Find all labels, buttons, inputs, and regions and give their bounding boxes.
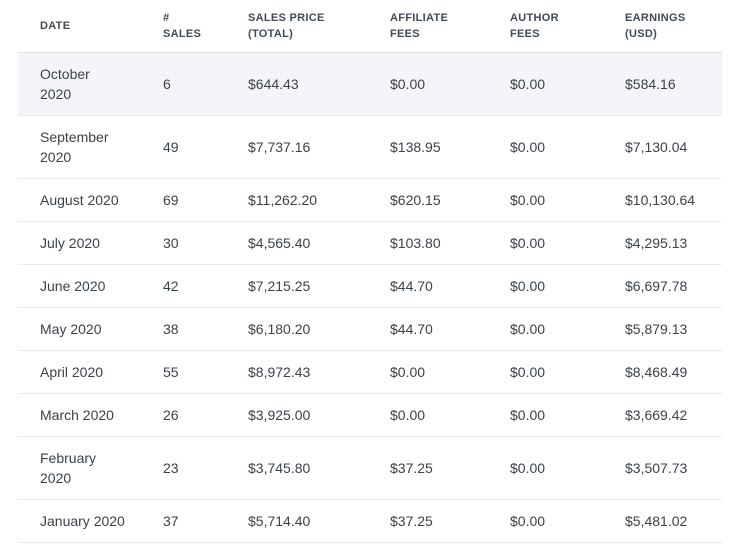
cell-sales: 42	[143, 264, 228, 308]
cell-date: August 2020	[18, 178, 143, 222]
cell-sales_price: $8,972.43	[228, 350, 370, 394]
cell-date: October 2020	[18, 52, 143, 116]
cell-sales: 55	[143, 350, 228, 394]
table-row: September 2020 49 $7,737.16 $138.95 $0.00 $7,…	[18, 115, 722, 179]
column-header-sales: # SALES	[143, 0, 228, 53]
table-row: January 2020 37 $5,714.40 $37.25 $0.00 $5,481…	[18, 499, 722, 543]
cell-date: September 2020	[18, 115, 143, 179]
table-header-row: DATE # SALES SALES PRICE (TOTAL) AFFILIATE …	[18, 0, 722, 53]
column-header-sales_price: SALES PRICE (TOTAL)	[228, 0, 370, 53]
cell-earnings: $3,507.73	[605, 436, 722, 500]
cell-sales: 30	[143, 221, 228, 265]
cell-author_fees: $0.00	[490, 436, 605, 500]
table-row: February 2020 23 $3,745.80 $37.25 $0.00 $3,50…	[18, 436, 722, 500]
cell-earnings: $584.16	[605, 52, 722, 116]
cell-sales_price: $7,215.25	[228, 264, 370, 308]
cell-affiliate_fees: $0.00	[370, 350, 490, 394]
cell-affiliate_fees: $138.95	[370, 115, 490, 179]
cell-sales: 23	[143, 436, 228, 500]
column-header-author_fees: AUTHOR FEES	[490, 0, 605, 53]
column-header-affiliate_fees: AFFILIATE FEES	[370, 0, 490, 53]
cell-affiliate_fees: $620.15	[370, 178, 490, 222]
cell-author_fees: $0.00	[490, 499, 605, 543]
monthly-sales-table: DATE # SALES SALES PRICE (TOTAL) AFFILIATE …	[18, 0, 722, 543]
cell-sales: 69	[143, 178, 228, 222]
cell-earnings: $10,130.64	[605, 178, 722, 222]
cell-earnings: $7,130.04	[605, 115, 722, 179]
cell-affiliate_fees: $37.25	[370, 499, 490, 543]
cell-date: February 2020	[18, 436, 143, 500]
cell-sales_price: $4,565.40	[228, 221, 370, 265]
table-row: October 2020 6 $644.43 $0.00 $0.00 $584.16	[18, 52, 722, 116]
cell-sales_price: $7,737.16	[228, 115, 370, 179]
cell-author_fees: $0.00	[490, 115, 605, 179]
cell-date: January 2020	[18, 499, 143, 543]
cell-sales: 37	[143, 499, 228, 543]
table-row: March 2020 26 $3,925.00 $0.00 $0.00 $3,669.42	[18, 393, 722, 437]
cell-date: May 2020	[18, 307, 143, 351]
cell-author_fees: $0.00	[490, 221, 605, 265]
column-header-earnings: EARNINGS (USD)	[605, 0, 722, 53]
cell-author_fees: $0.00	[490, 52, 605, 116]
cell-author_fees: $0.00	[490, 178, 605, 222]
cell-affiliate_fees: $0.00	[370, 393, 490, 437]
cell-author_fees: $0.00	[490, 393, 605, 437]
column-header-date: DATE	[18, 0, 143, 53]
cell-sales: 38	[143, 307, 228, 351]
cell-sales_price: $5,714.40	[228, 499, 370, 543]
cell-earnings: $5,481.02	[605, 499, 722, 543]
cell-date: April 2020	[18, 350, 143, 394]
cell-sales: 49	[143, 115, 228, 179]
table-row: August 2020 69 $11,262.20 $620.15 $0.00 $10,1…	[18, 178, 722, 222]
cell-sales_price: $11,262.20	[228, 178, 370, 222]
cell-affiliate_fees: $44.70	[370, 264, 490, 308]
cell-affiliate_fees: $44.70	[370, 307, 490, 351]
cell-earnings: $5,879.13	[605, 307, 722, 351]
cell-earnings: $8,468.49	[605, 350, 722, 394]
cell-earnings: $3,669.42	[605, 393, 722, 437]
cell-sales_price: $6,180.20	[228, 307, 370, 351]
cell-affiliate_fees: $103.80	[370, 221, 490, 265]
cell-author_fees: $0.00	[490, 307, 605, 351]
cell-sales: 26	[143, 393, 228, 437]
cell-date: July 2020	[18, 221, 143, 265]
cell-author_fees: $0.00	[490, 350, 605, 394]
table-row: May 2020 38 $6,180.20 $44.70 $0.00 $5,879.13	[18, 307, 722, 351]
table-row: July 2020 30 $4,565.40 $103.80 $0.00 $4,295.1…	[18, 221, 722, 265]
cell-sales_price: $3,745.80	[228, 436, 370, 500]
cell-affiliate_fees: $37.25	[370, 436, 490, 500]
cell-date: March 2020	[18, 393, 143, 437]
cell-author_fees: $0.00	[490, 264, 605, 308]
cell-date: June 2020	[18, 264, 143, 308]
cell-earnings: $4,295.13	[605, 221, 722, 265]
cell-sales: 6	[143, 52, 228, 116]
table-row: June 2020 42 $7,215.25 $44.70 $0.00 $6,697.78	[18, 264, 722, 308]
cell-sales_price: $644.43	[228, 52, 370, 116]
cell-sales_price: $3,925.00	[228, 393, 370, 437]
table-row: April 2020 55 $8,972.43 $0.00 $0.00 $8,468.49	[18, 350, 722, 394]
cell-earnings: $6,697.78	[605, 264, 722, 308]
cell-affiliate_fees: $0.00	[370, 52, 490, 116]
